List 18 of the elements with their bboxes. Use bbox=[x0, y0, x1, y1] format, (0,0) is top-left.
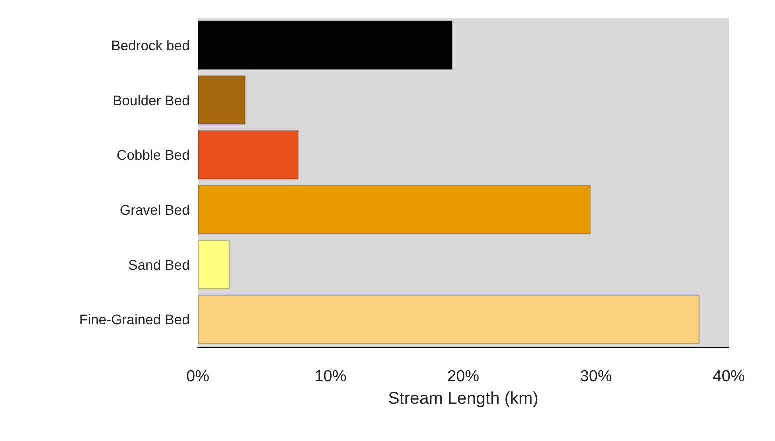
x-tick-label: 30% bbox=[580, 368, 612, 386]
y-tick-label: Cobble Bed bbox=[116, 147, 190, 164]
bar bbox=[198, 76, 246, 125]
y-tick-label: Fine-Grained Bed bbox=[79, 312, 190, 328]
bar bbox=[198, 130, 299, 180]
x-tick-label: 20% bbox=[447, 368, 480, 386]
x-tick-label: 0% bbox=[186, 368, 210, 386]
bar bbox=[198, 240, 230, 290]
x-tick-label: 10% bbox=[314, 368, 347, 386]
bar bbox=[198, 294, 700, 344]
y-tick-label: Boulder Bed bbox=[112, 92, 190, 108]
bar bbox=[198, 20, 453, 70]
x-axis-title: Stream Length (km) bbox=[388, 388, 539, 408]
y-tick-label: Bedrock bed bbox=[111, 37, 190, 54]
x-tick-label: 40% bbox=[712, 368, 746, 386]
bar bbox=[198, 185, 591, 235]
y-tick-label: Gravel Bed bbox=[120, 202, 190, 218]
y-tick-label: Sand Bed bbox=[128, 256, 190, 273]
